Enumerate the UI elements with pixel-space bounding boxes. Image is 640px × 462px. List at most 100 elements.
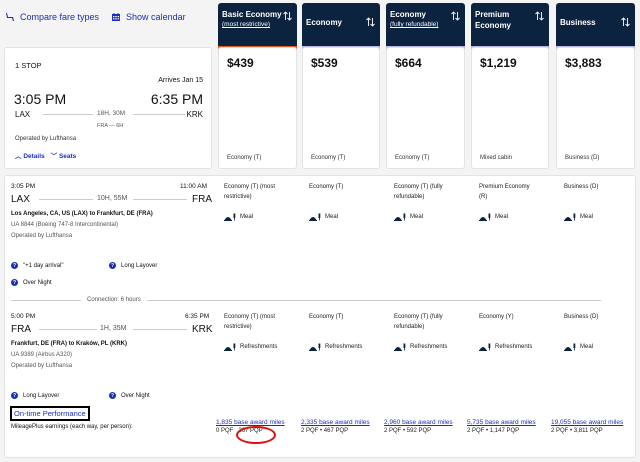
cabin-class: Business (D) xyxy=(565,155,600,161)
service-label: Refreshments xyxy=(495,344,533,350)
segment-2-duration: 1H, 35M xyxy=(100,325,127,332)
segment-1-depart-time: 3:05 PM xyxy=(11,183,36,190)
award-miles-link[interactable]: 19,055 base award miles xyxy=(551,419,624,426)
question-icon: ? xyxy=(11,392,18,399)
service-info: Meal xyxy=(564,213,593,221)
segment-1-fare: Business (D) Meal xyxy=(564,182,640,221)
note-label: "+1 day arrival" xyxy=(23,262,64,269)
miles-earnings: 5,735 base award miles 2 PQF • 1,147 PQP xyxy=(467,419,536,434)
flight-summary-card: 1 STOP Arrives Jan 15 3:05 PM 6:35 PM LA… xyxy=(4,47,212,169)
cabin-class: Economy (T) xyxy=(395,155,430,161)
connection-divider: Connection: 6 hours xyxy=(11,297,601,303)
segment-line xyxy=(39,329,97,330)
sort-icon[interactable] xyxy=(283,11,292,21)
flight-details-card: 3:05 PM 11:00 AM LAX 10H, 55M FRA Los An… xyxy=(4,175,636,458)
fare-name: Economy (Y) xyxy=(479,314,514,320)
note-long-layover[interactable]: ? Long Layover xyxy=(11,392,59,399)
pq-earnings: 2 PQF • 1,147 PQP xyxy=(467,428,520,434)
mileageplus-label: MileagePlus earnings (each way, per pers… xyxy=(11,424,133,430)
sort-icon[interactable] xyxy=(535,11,544,21)
note-label: Long Layover xyxy=(23,392,60,399)
fare-header-business[interactable]: Business xyxy=(556,3,635,50)
segment-line xyxy=(133,329,187,330)
award-miles-link[interactable]: 2,960 base award miles xyxy=(384,419,453,426)
service-label: Refreshments xyxy=(240,344,278,350)
arrival-date: Arrives Jan 15 xyxy=(158,77,203,84)
segment-2-fare: Economy (T) Refreshments xyxy=(309,312,387,351)
seats-toggle[interactable]: ﹀ Seats xyxy=(51,150,77,160)
miles-earnings: 2,335 base award miles 2 PQF • 467 PQP xyxy=(301,419,370,434)
fare-header-economy-refundable[interactable]: Economy (fully refundable) xyxy=(386,3,465,50)
service-info: Meal xyxy=(394,213,423,221)
note-long-layover[interactable]: ? Long Layover xyxy=(109,262,157,269)
service-label: Refreshments xyxy=(325,344,363,350)
pqp: 467 PQP xyxy=(323,428,349,434)
fare-name: Economy (T) (fully refundable) xyxy=(394,314,443,330)
award-miles-link[interactable]: 1,835 base award miles xyxy=(216,419,285,426)
details-label: Details xyxy=(23,153,45,160)
price-card-business[interactable]: $3,883 Business (D) xyxy=(556,47,635,169)
cabin-class: Mixed cabin xyxy=(480,155,513,161)
fare-header-economy[interactable]: Economy xyxy=(302,3,380,50)
fare-header-subtitle[interactable]: (fully refundable) xyxy=(390,21,439,28)
fare-name: Premium Economy (R) xyxy=(479,184,530,200)
service-info: Meal xyxy=(479,213,508,221)
segment-line xyxy=(133,199,187,200)
note-over-night[interactable]: ? Over Night xyxy=(11,279,52,286)
note-label: Over Night xyxy=(121,392,150,399)
price-card-economy[interactable]: $539 Economy (T) xyxy=(302,47,380,169)
fare-header-title: Premium Economy xyxy=(475,10,512,30)
segment-1-fare: Economy (T) (most restrictive) Meal xyxy=(224,182,302,221)
fare-name: Economy (T) (most restrictive) xyxy=(224,314,276,330)
duration-line xyxy=(133,114,185,115)
fare-header-subtitle[interactable]: (most restrictive) xyxy=(222,21,271,28)
pqp: 1,147 PQP xyxy=(489,428,520,434)
sort-icon[interactable] xyxy=(366,17,375,27)
show-calendar-link[interactable]: Show calendar xyxy=(111,12,186,22)
pqp: 592 PQP xyxy=(406,428,432,434)
fare-header-basic-economy[interactable]: Basic Economy (most restrictive) xyxy=(218,3,297,50)
pq-earnings: 2 PQF • 592 PQP xyxy=(384,428,432,434)
fare-name: Business (D) xyxy=(564,314,599,320)
segment-2-fare: Economy (Y) Refreshments xyxy=(479,312,557,351)
service-info: Refreshments xyxy=(479,343,532,351)
refreshments-icon xyxy=(479,343,491,351)
total-duration: 18H, 30M xyxy=(97,110,126,117)
question-icon: ? xyxy=(11,279,18,286)
note-over-night[interactable]: ? Over Night xyxy=(109,392,150,399)
seats-label: Seats xyxy=(58,153,77,160)
on-time-performance-link[interactable]: On-time Performance xyxy=(10,406,90,421)
destination-code: KRK xyxy=(186,110,203,119)
meal-icon xyxy=(394,213,406,221)
service-label: Meal xyxy=(580,344,594,350)
seat-icon xyxy=(6,13,14,21)
price: $439 xyxy=(227,56,254,70)
meal-icon xyxy=(564,213,576,221)
segment-2-fare: Business (D) Meal xyxy=(564,312,640,351)
refreshments-icon xyxy=(394,343,406,351)
award-miles-link[interactable]: 2,335 base award miles xyxy=(301,419,370,426)
compare-fare-types-link[interactable]: Compare fare types xyxy=(5,12,99,22)
segment-1-fare: Economy (T) (fully refundable) Meal xyxy=(394,182,472,221)
price-card-economy-refundable[interactable]: $664 Economy (T) xyxy=(386,47,465,169)
sort-icon[interactable] xyxy=(621,17,630,27)
sort-icon[interactable] xyxy=(451,11,460,21)
pqf: 0 PQF xyxy=(216,428,234,434)
fare-header-premium-economy[interactable]: Premium Economy xyxy=(471,3,549,50)
pq-earnings: 2 PQF • 467 PQP xyxy=(301,428,349,434)
stops-label: 1 STOP xyxy=(15,61,42,70)
price-card-premium-economy[interactable]: $1,219 Mixed cabin xyxy=(471,47,549,169)
award-miles-link[interactable]: 5,735 base award miles xyxy=(467,419,536,426)
service-label: Refreshments xyxy=(410,344,448,350)
segment-1-duration: 10H, 55M xyxy=(97,195,128,202)
question-icon: ? xyxy=(109,262,116,269)
fare-name: Economy (T) xyxy=(309,314,344,320)
details-toggle[interactable]: ︿ Details xyxy=(15,150,45,160)
red-circle-annotation xyxy=(236,426,276,444)
calendar-icon xyxy=(112,13,121,21)
price-card-basic-economy[interactable]: $439 Economy (T) xyxy=(218,47,297,169)
refreshments-icon xyxy=(224,343,236,351)
service-info: Meal xyxy=(309,213,338,221)
note-day-arrival[interactable]: ? "+1 day arrival" xyxy=(11,262,63,269)
pqp: 3,811 PQP xyxy=(573,428,603,434)
